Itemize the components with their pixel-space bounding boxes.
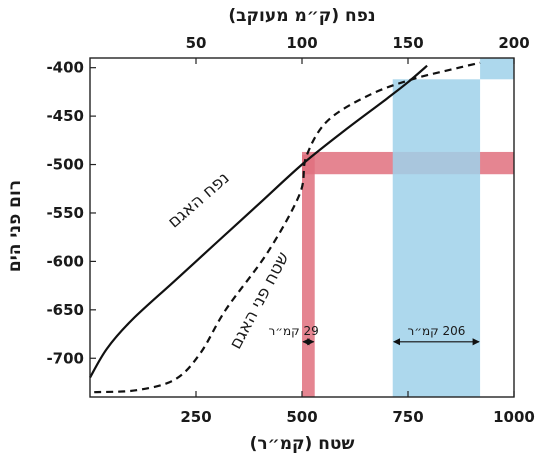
highlight-band-0 (302, 154, 315, 397)
x-bottom-tick-label: 500 (286, 408, 317, 426)
y-tick-label: -500 (46, 156, 84, 174)
x-top-tick-label: 150 (392, 34, 423, 52)
highlight-band-3 (480, 58, 514, 80)
y-axis-title: רום פני הים (5, 180, 25, 272)
axis-ticks: 250 500 750 1000 50 100 150 200 -400 -450 -500 -550… (46, 34, 534, 426)
axis-titles: שטח (קמ״ר) נפח (ק״מ מעוקב) רום פני הים (5, 6, 376, 454)
volume-curve-label: נפח האגם (164, 168, 234, 232)
annotations: 29 קמ״ר 206 קמ״ר (268, 324, 480, 346)
span-annotation-1: 206 קמ״ר (407, 324, 465, 338)
x-top-tick-label: 200 (498, 34, 529, 52)
highlight-band-2 (392, 79, 481, 398)
x-top-tick-label: 50 (186, 34, 207, 52)
x-axis-bottom-title: שטח (קמ״ר) (250, 434, 355, 454)
y-tick-label: -550 (46, 204, 84, 222)
y-tick-label: -400 (46, 59, 84, 77)
x-bottom-tick-label: 1000 (493, 408, 535, 426)
y-tick-label: -600 (46, 252, 84, 270)
span-annotation-0: 29 קמ״ר (268, 324, 318, 338)
x-bottom-tick-label: 250 (180, 408, 211, 426)
y-tick-label: -650 (46, 301, 84, 319)
area-curve (94, 61, 481, 394)
x-top-tick-label: 100 (286, 34, 317, 52)
volume-curve (89, 64, 428, 379)
data-curves (89, 61, 481, 394)
x-axis-top-title: נפח (ק״מ מעוקב) (228, 6, 375, 26)
y-tick-label: -700 (46, 349, 84, 367)
x-bottom-tick-label: 750 (392, 408, 423, 426)
y-tick-label: -450 (46, 107, 84, 125)
highlight-bands (302, 58, 514, 398)
